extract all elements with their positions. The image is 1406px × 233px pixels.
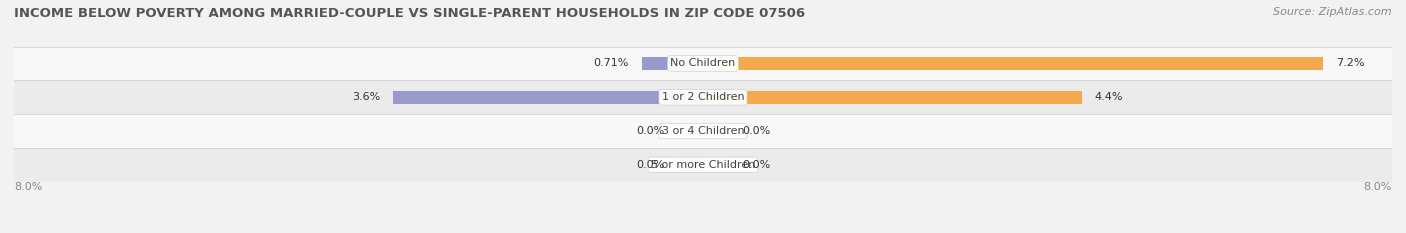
Bar	[703, 158, 728, 171]
Bar	[14, 148, 1392, 182]
Bar	[678, 125, 703, 137]
Text: 4.4%: 4.4%	[1095, 92, 1123, 102]
Bar	[392, 91, 703, 104]
Text: 0.71%: 0.71%	[593, 58, 628, 69]
Text: 5 or more Children: 5 or more Children	[651, 160, 755, 170]
Text: No Children: No Children	[671, 58, 735, 69]
Text: 7.2%: 7.2%	[1336, 58, 1364, 69]
Bar	[14, 80, 1392, 114]
Bar	[678, 158, 703, 171]
Bar	[14, 114, 1392, 148]
Text: Source: ZipAtlas.com: Source: ZipAtlas.com	[1274, 7, 1392, 17]
Bar	[703, 125, 728, 137]
Text: 0.0%: 0.0%	[742, 160, 770, 170]
Text: 0.0%: 0.0%	[636, 160, 664, 170]
Text: 0.0%: 0.0%	[742, 126, 770, 136]
Text: 8.0%: 8.0%	[1364, 182, 1392, 192]
Text: 3 or 4 Children: 3 or 4 Children	[662, 126, 744, 136]
Bar	[703, 91, 1083, 104]
Text: 3.6%: 3.6%	[352, 92, 380, 102]
Text: 1 or 2 Children: 1 or 2 Children	[662, 92, 744, 102]
Text: 0.0%: 0.0%	[636, 126, 664, 136]
Bar	[703, 57, 1323, 70]
Bar	[643, 57, 703, 70]
Text: 8.0%: 8.0%	[14, 182, 42, 192]
Bar	[14, 47, 1392, 80]
Text: INCOME BELOW POVERTY AMONG MARRIED-COUPLE VS SINGLE-PARENT HOUSEHOLDS IN ZIP COD: INCOME BELOW POVERTY AMONG MARRIED-COUPL…	[14, 7, 806, 20]
